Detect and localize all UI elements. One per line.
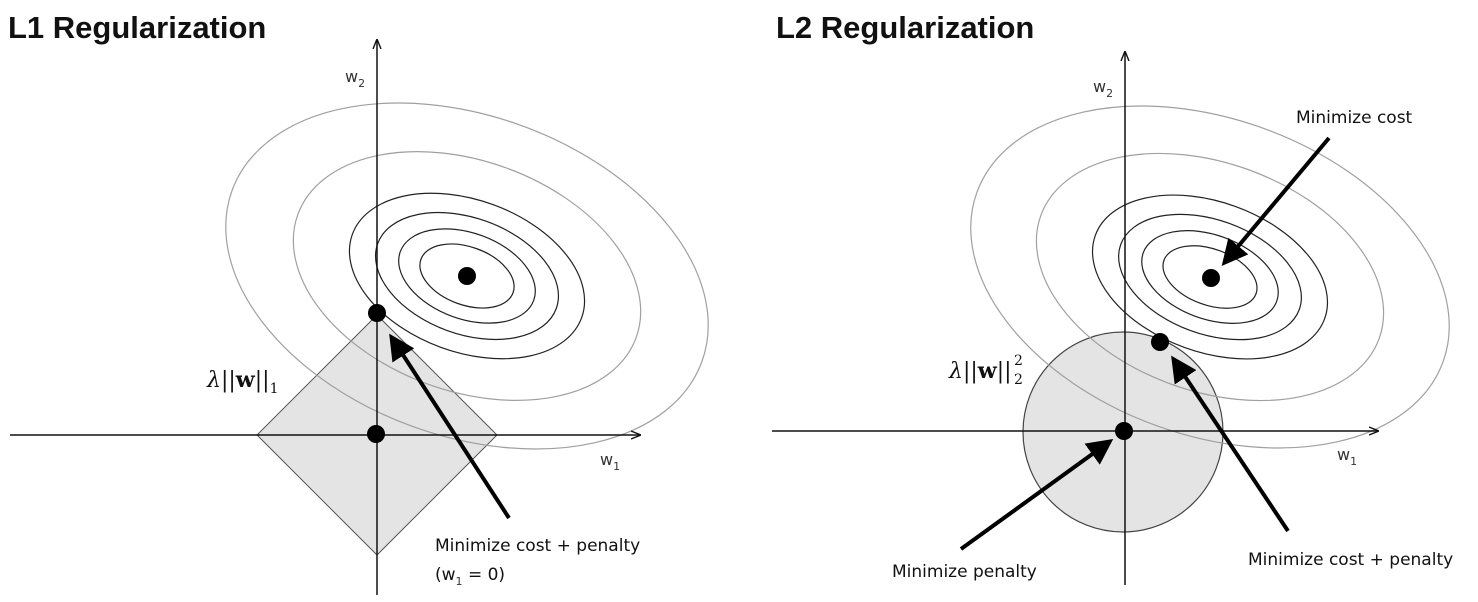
l2-title: L2 Regularization [776, 10, 1034, 45]
l1-cost-contours [225, 102, 709, 450]
contour-outer-1 [225, 102, 709, 450]
contour-inner-3 [398, 228, 536, 324]
contour-inner-3 [1141, 230, 1279, 324]
l1-panel: L1 Regularization w2 w1 λ||w||1 [8, 10, 709, 595]
l2-origin-point [1115, 422, 1133, 440]
l1-origin-point [367, 425, 385, 443]
l1-y-axis-label: w2 [345, 67, 365, 90]
l2-minimize-penalty-arrow [959, 438, 1114, 551]
l1-solution-point [368, 304, 386, 322]
l2-penalty-sup: 2 [1014, 353, 1023, 369]
l2-panel: L2 Regularization w2 w1 λ||w|| 2 2 [772, 10, 1453, 585]
contour-inner-4 [1162, 245, 1258, 309]
l2-penalty-sub: 2 [1014, 372, 1023, 388]
contour-outer-2 [1035, 152, 1385, 402]
l2-minimize-cost-penalty-arrow [1171, 355, 1290, 533]
l2-y-axis-label: w2 [1093, 77, 1113, 100]
l2-cost-minimum-point [1202, 269, 1220, 287]
l1-x-axis-label: w1 [600, 450, 620, 473]
l1-annotation-line1: Minimize cost + penalty [435, 536, 640, 556]
contour-inner-1 [348, 192, 586, 360]
contour-inner-2 [1118, 213, 1302, 341]
l2-penalty-label: λ||w|| [948, 358, 1012, 384]
l2-x-axis-label: w1 [1337, 445, 1357, 468]
contour-inner-4 [419, 243, 515, 309]
contour-outer-2 [292, 151, 642, 401]
l1-penalty-label: λ||w||1 [206, 367, 278, 397]
contour-inner-1 [1091, 194, 1329, 360]
contour-outer-1 [970, 105, 1450, 449]
l2-minimize-cost-arrow [1221, 136, 1331, 266]
l2-annotation-minimize-cost-penalty: Minimize cost + penalty [1248, 550, 1453, 570]
l2-annotation-minimize-cost: Minimize cost [1296, 108, 1413, 128]
l1-title: L1 Regularization [8, 10, 266, 45]
l2-annotation-minimize-penalty: Minimize penalty [892, 562, 1037, 582]
l1-solution-arrow [389, 333, 511, 520]
l1-annotation-line2: (w1 = 0) [435, 565, 505, 588]
l2-solution-point [1151, 333, 1169, 351]
l2-cost-contours [970, 105, 1450, 449]
l1-cost-minimum-point [458, 267, 476, 285]
